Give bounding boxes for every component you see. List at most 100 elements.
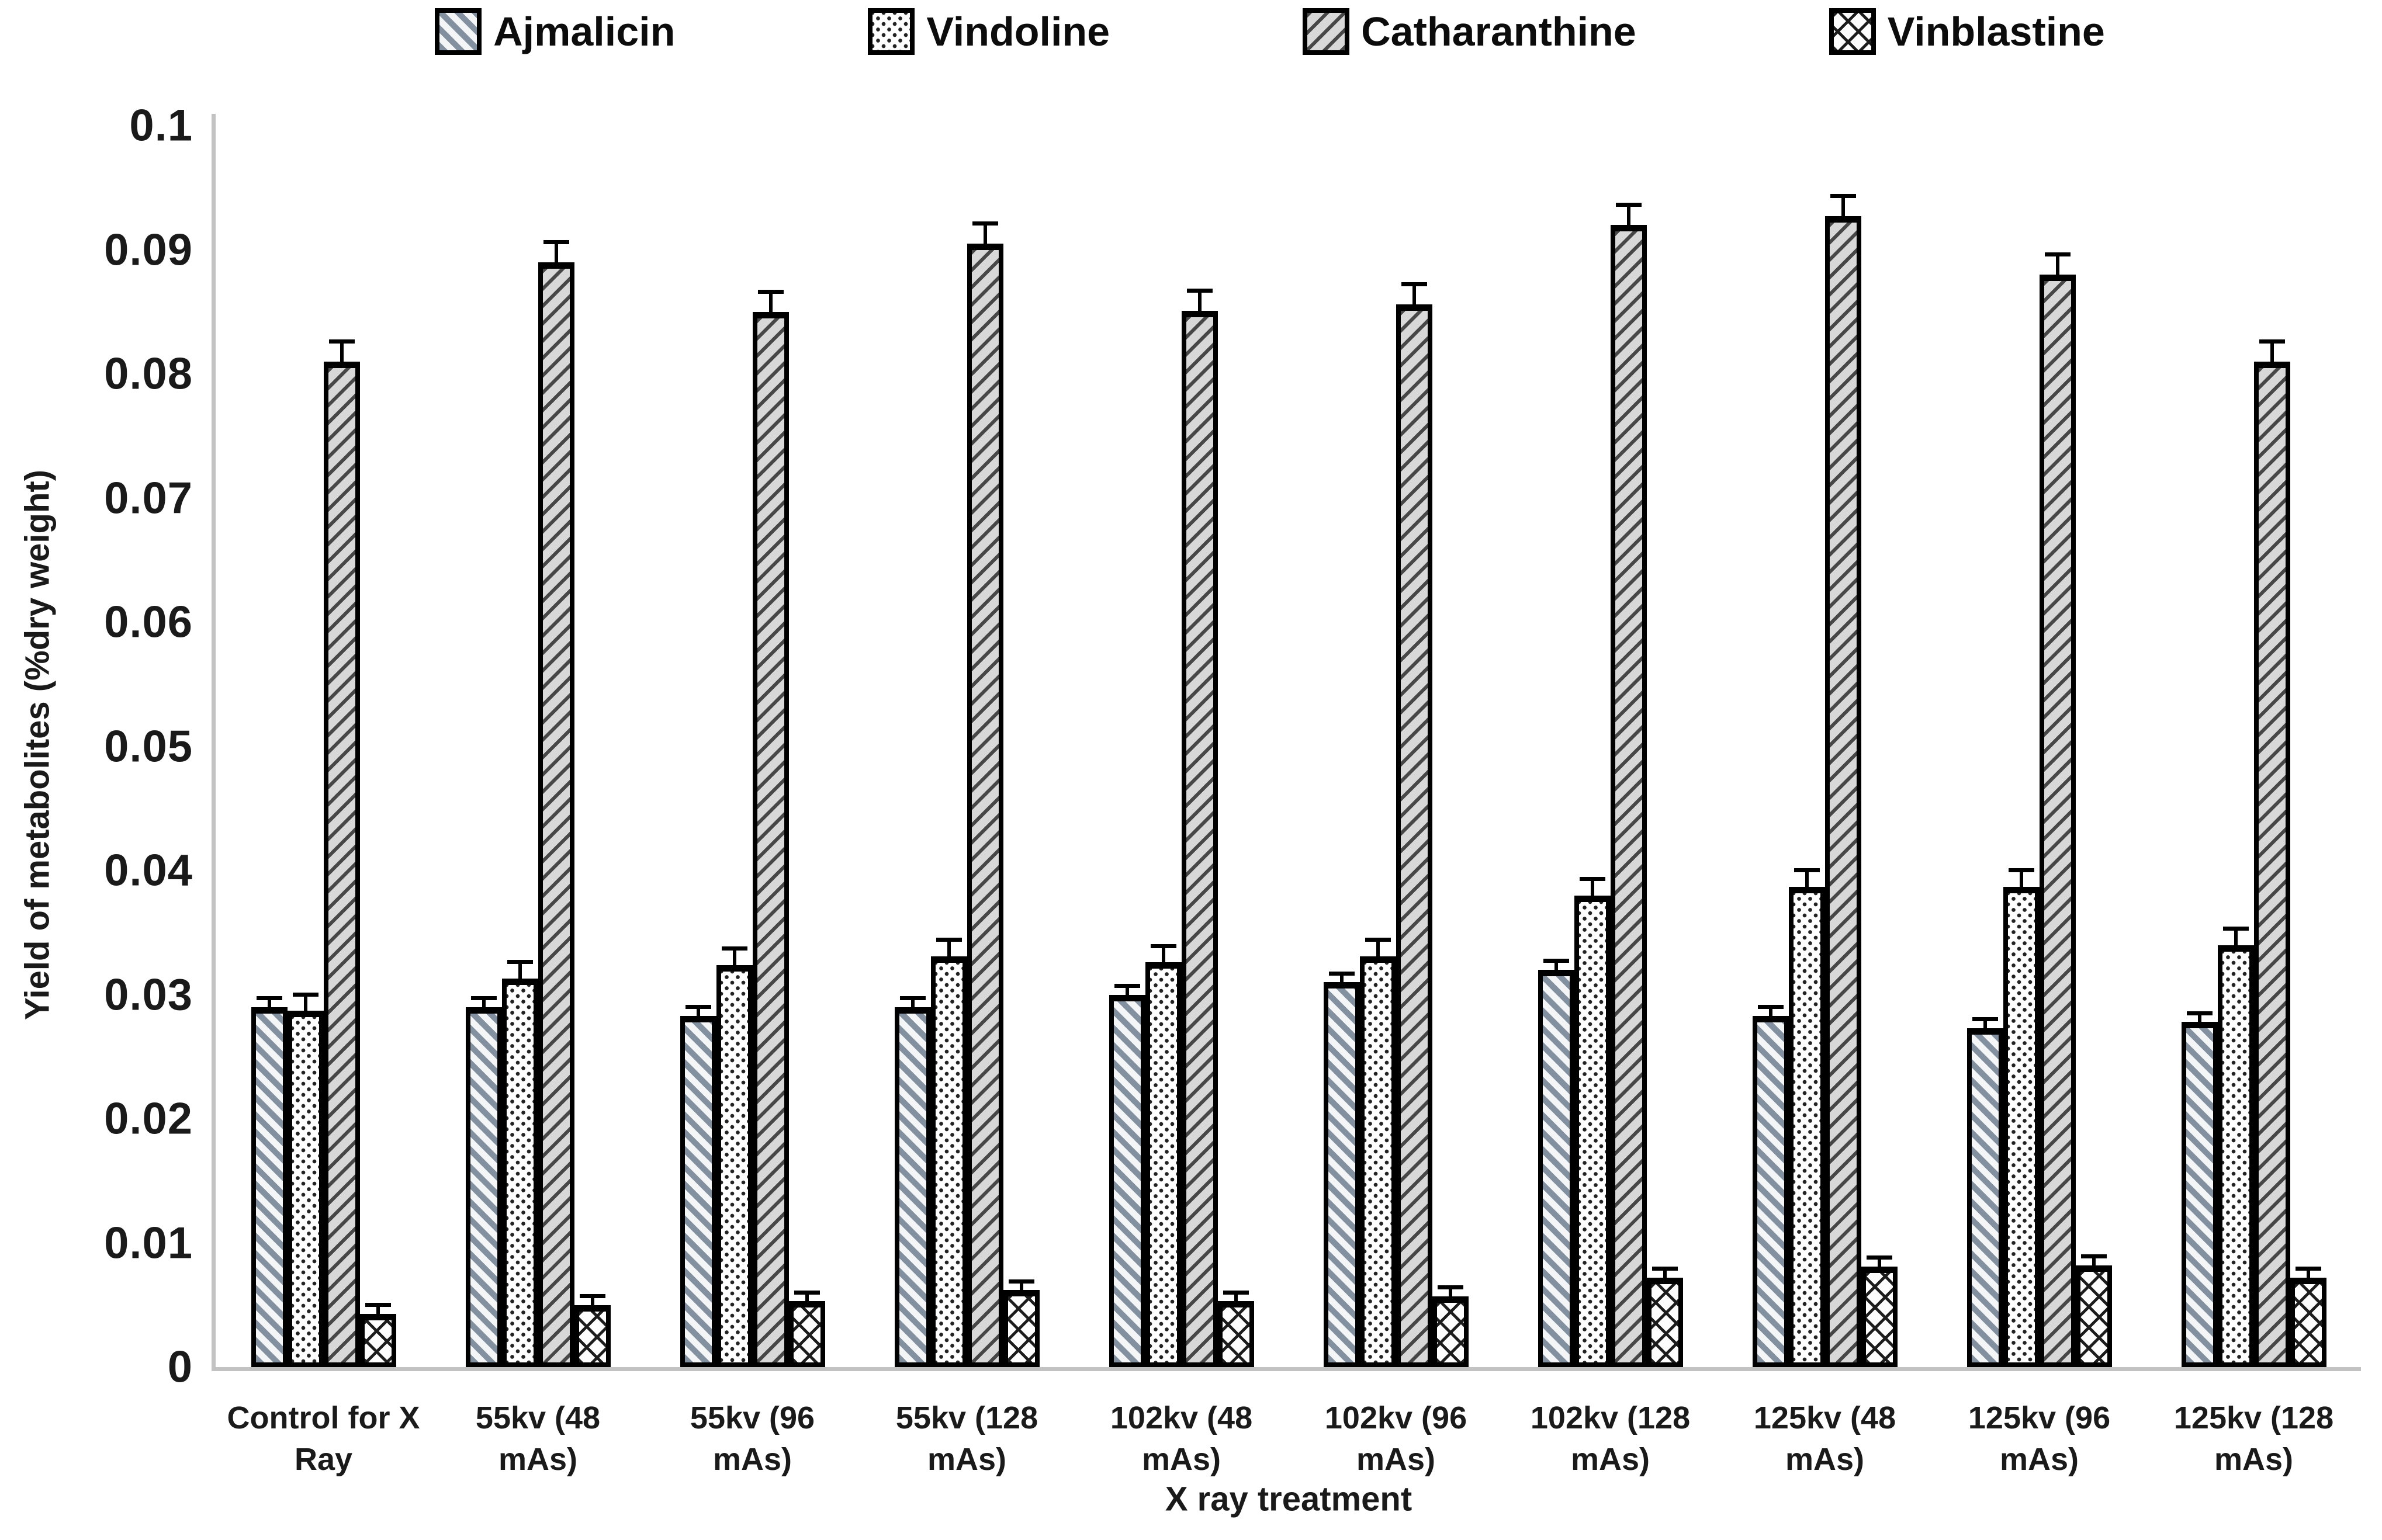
error-bar-cap (1579, 877, 1605, 881)
error-bar-cap (2008, 868, 2034, 873)
error-bar-cap (2044, 252, 2071, 257)
error-bar (1376, 941, 1380, 965)
error-bar-cap (470, 996, 497, 1000)
error-bar (768, 293, 773, 320)
bar-catharanthine-group-7 (1610, 225, 1647, 1367)
error-bar-cap (328, 339, 355, 344)
bar-vinblastine-group-7 (1646, 1278, 1683, 1367)
bar-ajmalicin-group-6 (1323, 982, 1360, 1367)
error-bar-cap (1830, 194, 1856, 199)
legend-label: Catharanthine (1361, 9, 1636, 54)
error-bar-cap (1615, 203, 1642, 207)
bar-vinblastine-group-3 (788, 1301, 825, 1367)
bar-ajmalicin-group-7 (1538, 970, 1574, 1367)
y-tick-label: 0.01 (104, 1218, 193, 1268)
bar-ajmalicin-group-9 (1966, 1028, 2003, 1367)
bar-vindoline-group-1 (287, 1011, 324, 1367)
y-tick-label: 0.04 (104, 845, 193, 896)
error-bar-cap (1794, 868, 1820, 873)
error-bar (340, 342, 344, 370)
x-category-label: 55kv (128 mAs) (895, 1400, 1038, 1477)
y-tick-label: 0.02 (104, 1094, 193, 1144)
legend-label: Vinblastine (1887, 9, 2105, 54)
error-bar (1412, 286, 1416, 313)
error-bar-cap (899, 996, 926, 1000)
error-bar-cap (2080, 1254, 2107, 1258)
error-bar-cap (1150, 944, 1176, 948)
error-bar-cap (1186, 288, 1213, 293)
error-bar-cap (685, 1004, 711, 1009)
bar-ajmalicin-group-2 (465, 1007, 502, 1367)
y-tick-label: 0.06 (104, 597, 193, 647)
error-bar-cap (1972, 1017, 1998, 1022)
bar-catharanthine-group-8 (1824, 216, 1861, 1367)
bar-vinblastine-group-5 (1217, 1301, 1254, 1367)
bar-vindoline-group-7 (1574, 895, 1611, 1367)
error-bar-cap (1401, 282, 1427, 287)
error-bar (2019, 872, 2023, 895)
y-tick-label: 0.08 (104, 349, 193, 399)
error-bar-cap (256, 996, 282, 1000)
error-bar-cap (1223, 1290, 1249, 1295)
legend-label: Ajmalicin (493, 9, 676, 54)
bar-catharanthine-group-2 (538, 262, 574, 1367)
forward-diagonal-hatch-swatch-icon (1303, 8, 1350, 55)
bar-vinblastine-group-6 (1432, 1296, 1469, 1367)
bar-vindoline-group-8 (1788, 886, 1825, 1367)
bar-ajmalicin-group-10 (2181, 1022, 2218, 1367)
y-tick-label: 0.1 (129, 100, 193, 151)
x-category-label: 125kv (48 mAs) (1753, 1400, 1896, 1477)
y-tick-label: 0.03 (104, 970, 193, 1019)
bar-vinblastine-group-2 (574, 1305, 611, 1367)
bar-vindoline-group-9 (2003, 886, 2040, 1367)
bar-vindoline-group-2 (501, 978, 538, 1367)
bar-ajmalicin-group-3 (680, 1015, 716, 1367)
bar-ajmalicin-group-8 (1752, 1015, 1789, 1367)
error-bar-cap (1866, 1255, 1892, 1260)
bar-ajmalicin-group-4 (894, 1007, 931, 1367)
error-bar (2055, 256, 2059, 283)
x-axis-title: X ray treatment (1165, 1480, 1412, 1518)
bar-vinblastine-group-9 (2075, 1265, 2112, 1367)
back-diagonal-hatch-swatch-icon (435, 8, 482, 55)
bar-catharanthine-group-9 (2039, 275, 2076, 1367)
legend-item-ajmalicin: Ajmalicin (435, 8, 675, 55)
error-bar-cap (2295, 1267, 2321, 1271)
legend-item-catharanthine: Catharanthine (1303, 8, 1636, 55)
x-category-label: 102kv (128 mAs) (1530, 1400, 1691, 1477)
error-bar (2270, 342, 2274, 370)
x-category-label: 55kv (96 mAs) (690, 1400, 815, 1477)
error-bar (732, 950, 736, 973)
error-bar-cap (1365, 938, 1391, 942)
error-bar-cap (2259, 339, 2285, 344)
cross-hatch-swatch-icon (1829, 8, 1876, 55)
error-bar-cap (972, 221, 998, 226)
bar-vindoline-group-6 (1359, 956, 1396, 1367)
error-bar (1626, 206, 1630, 233)
legend-label: Vindoline (926, 9, 1110, 54)
bar-catharanthine-group-1 (323, 361, 360, 1367)
error-bar (1805, 872, 1809, 895)
error-bar (2234, 930, 2238, 953)
error-bar-cap (1008, 1279, 1034, 1284)
legend: Ajmalicin Vindoline Catharanthine Vinblasti… (0, 8, 2382, 55)
bar-catharanthine-group-4 (967, 243, 1003, 1367)
y-tick-label: 0.07 (104, 473, 193, 523)
bar-vinblastine-group-1 (359, 1313, 396, 1367)
error-bar-cap (2222, 927, 2249, 931)
error-bar-cap (1328, 971, 1355, 976)
error-bar-cap (507, 960, 533, 965)
legend-item-vindoline: Vindoline (868, 8, 1110, 55)
error-bar-cap (1543, 959, 1569, 963)
bar-vinblastine-group-8 (1861, 1266, 1898, 1367)
error-bar-cap (2186, 1011, 2213, 1015)
bar-catharanthine-group-6 (1396, 304, 1432, 1367)
x-category-label: 125kv (128 mAs) (2173, 1400, 2334, 1477)
bar-vindoline-group-3 (716, 965, 753, 1367)
error-bar-cap (365, 1302, 391, 1307)
y-tick-label: 0 (167, 1342, 193, 1392)
x-axis-line (212, 1367, 2361, 1371)
error-bar (303, 996, 307, 1019)
y-tick-label: 0.05 (104, 722, 193, 771)
